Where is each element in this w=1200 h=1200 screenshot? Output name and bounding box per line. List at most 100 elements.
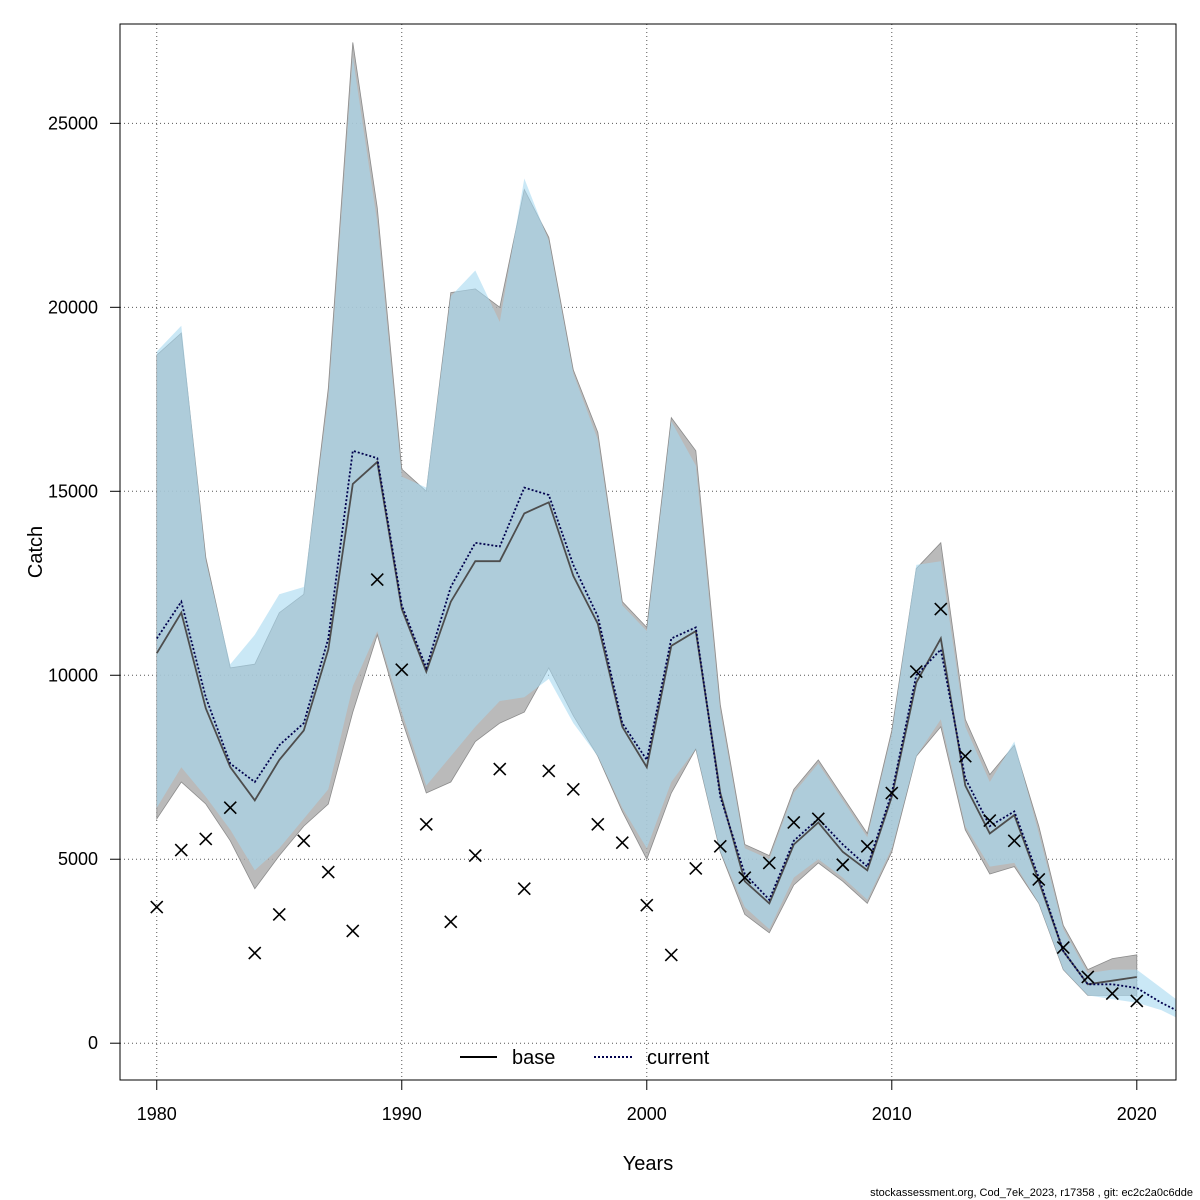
observed-point-2008	[836, 858, 850, 872]
observed-point-1985	[272, 907, 286, 921]
observed-point-1999	[615, 836, 629, 850]
observed-point-stroke	[1130, 994, 1144, 1008]
observed-point-stroke	[860, 839, 874, 853]
observed-point-2007	[811, 812, 825, 826]
observed-point-1996	[542, 764, 556, 778]
observed-point-stroke	[517, 882, 531, 896]
observed-point-1994	[493, 762, 507, 776]
observed-point-stroke	[297, 834, 311, 848]
observed-point-2015	[1007, 834, 1021, 848]
observed-point-1990	[395, 663, 409, 677]
observed-point-stroke	[346, 924, 360, 938]
observed-point-stroke	[321, 865, 335, 879]
observed-point-2014	[983, 814, 997, 828]
observed-point-1988	[346, 924, 360, 938]
observed-point-stroke	[370, 573, 384, 587]
observed-point-1995	[517, 882, 531, 896]
y-tick-label: 15000	[48, 481, 98, 501]
x-axis-title: Years	[623, 1153, 673, 1175]
observed-point-stroke	[1032, 872, 1046, 887]
observed-point-2003	[713, 839, 727, 853]
observed-point-2004	[738, 871, 752, 885]
observed-point-2017	[1056, 940, 1070, 955]
observed-point-1997	[566, 782, 580, 796]
observed-point-1987	[321, 865, 335, 879]
observed-point-stroke	[150, 900, 164, 914]
x-tick-label: 2010	[872, 1104, 912, 1124]
observed-point-stroke	[836, 858, 850, 872]
observed-point-stroke	[1081, 970, 1095, 984]
observed-point-stroke	[615, 836, 629, 850]
y-tick-label: 0	[88, 1033, 98, 1053]
legend-current-label: current	[647, 1047, 710, 1069]
base-line	[156, 460, 1137, 986]
y-tick-label: 25000	[48, 113, 98, 133]
observed-point-1986	[297, 834, 311, 848]
observed-point-1984	[248, 946, 262, 960]
observed-point-stroke	[272, 907, 286, 921]
observed-point-1981	[174, 843, 188, 857]
observed-point-stroke	[395, 663, 409, 677]
observed-point-stroke	[468, 848, 482, 863]
observed-point-2018	[1081, 970, 1095, 984]
observed-point-stroke	[542, 764, 556, 778]
observed-point-stroke	[640, 898, 654, 912]
observed-point-stroke	[1105, 986, 1119, 1001]
observed-point-stroke	[713, 839, 727, 853]
observed-point-1991	[419, 817, 433, 831]
observed-point-1992	[444, 915, 458, 929]
observed-point-stroke	[811, 812, 825, 826]
observed-point-stroke	[689, 861, 703, 875]
observed-point-stroke	[934, 602, 948, 616]
x-tick-label: 2020	[1117, 1104, 1157, 1124]
observed-point-stroke	[1007, 834, 1021, 848]
observed-point-2006	[787, 815, 801, 830]
observed-point-2011	[909, 665, 923, 679]
legend-base-label: base	[512, 1047, 555, 1069]
y-axis-title: Catch	[25, 526, 47, 578]
observed-point-stroke	[762, 856, 776, 870]
observed-point-stroke	[444, 915, 458, 929]
observed-point-stroke	[1056, 940, 1070, 955]
axis-ticks: 1980 1990 2000 2010 2020 0 5000 10000 15000 20000…	[48, 113, 1157, 1124]
observed-point-1998	[591, 817, 605, 831]
observed-point-stroke	[199, 832, 213, 846]
observed-point-2016	[1032, 872, 1046, 887]
observed-point-stroke	[738, 871, 752, 885]
observed-point-2000	[640, 898, 654, 912]
observed-point-2002	[689, 861, 703, 875]
observed-point-1983	[223, 801, 237, 815]
observed-point-1980	[150, 900, 164, 914]
legend: base current	[460, 1047, 710, 1069]
plot-frame	[119, 23, 1177, 1081]
current-line	[156, 449, 1177, 1011]
x-tick-label: 1980	[137, 1104, 177, 1124]
footer-note: stockassessment.org, Cod_7ek_2023, r1735…	[870, 1187, 1193, 1199]
observed-point-stroke	[223, 801, 237, 815]
current-confidence-band	[156, 57, 1177, 1018]
observed-point-2012	[934, 602, 948, 616]
observed-point-2001	[664, 948, 678, 962]
observed-point-1989	[370, 573, 384, 587]
observed-point-2005	[762, 856, 776, 870]
observed-point-stroke	[664, 948, 678, 962]
y-tick-label: 10000	[48, 665, 98, 685]
observed-points	[150, 573, 1144, 1008]
observed-point-stroke	[958, 749, 972, 763]
observed-point-stroke	[566, 782, 580, 796]
observed-point-stroke	[909, 665, 923, 679]
observed-point-1982	[199, 832, 213, 846]
observed-point-stroke	[493, 762, 507, 776]
x-tick-label: 2000	[627, 1104, 667, 1124]
y-tick-label: 20000	[48, 297, 98, 317]
confidence-bands	[156, 42, 1177, 1018]
observed-point-1993	[468, 848, 482, 863]
observed-point-stroke	[591, 817, 605, 831]
observed-point-stroke	[174, 843, 188, 857]
observed-point-2013	[958, 749, 972, 763]
observed-point-stroke	[983, 814, 997, 828]
observed-point-stroke	[419, 817, 433, 831]
observed-point-stroke	[885, 786, 899, 800]
series-lines	[156, 449, 1177, 1011]
